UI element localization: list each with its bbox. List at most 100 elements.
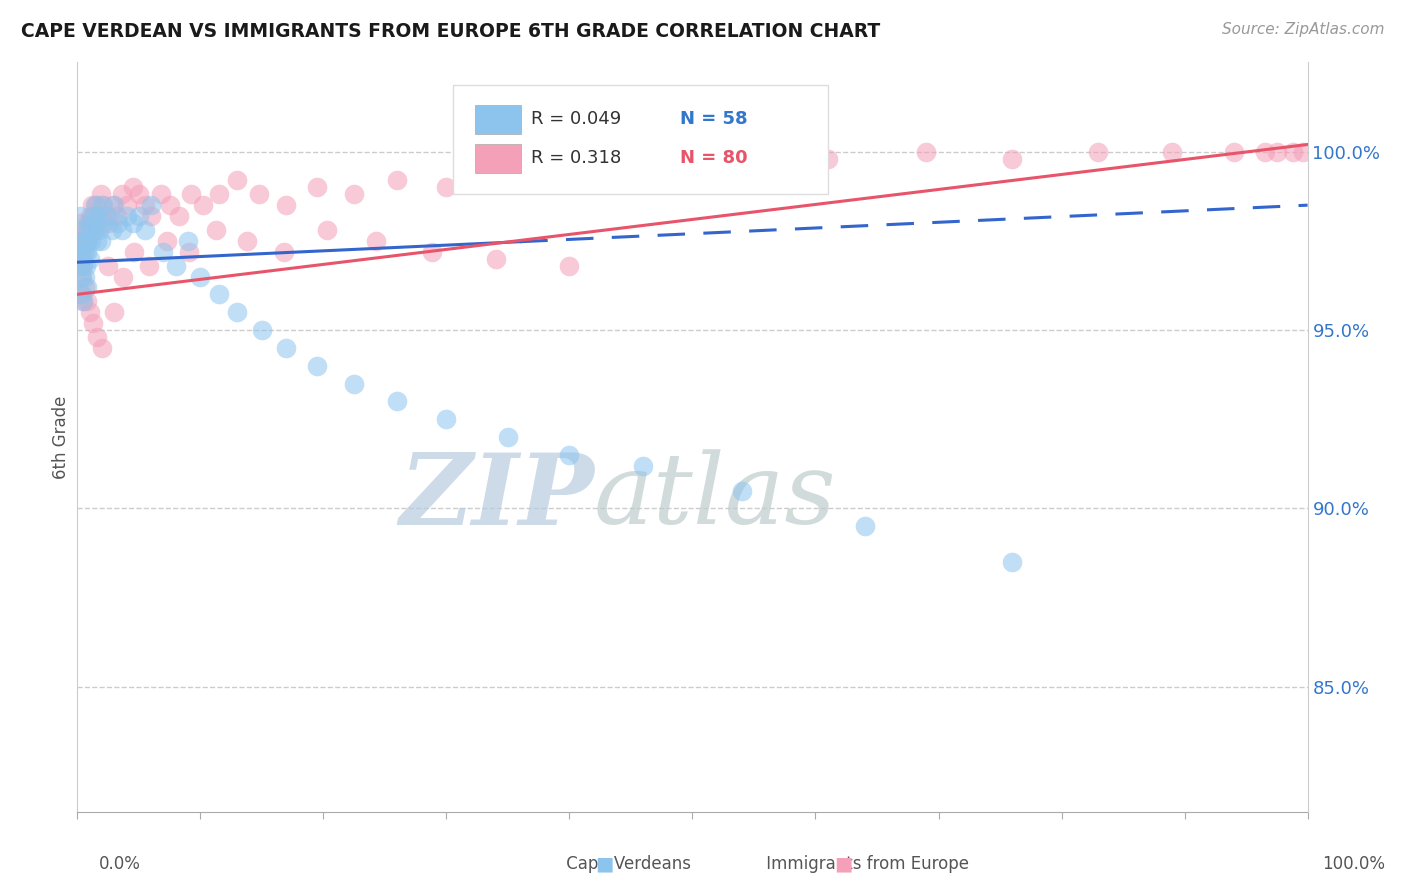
Point [69, 244, 91, 259]
Text: ZIP: ZIP [399, 449, 595, 545]
Point [87, 209, 110, 223]
Point [343, 187, 366, 202]
Point [1001, 555, 1024, 569]
Point [141, 198, 163, 212]
Text: 0.0%: 0.0% [98, 855, 141, 872]
Point [69, 259, 91, 273]
Point [1161, 145, 1184, 159]
Point [111, 269, 134, 284]
Text: CAPE VERDEAN VS IMMIGRANTS FROM EUROPE 6TH GRADE CORRELATION CHART: CAPE VERDEAN VS IMMIGRANTS FROM EUROPE 6… [21, 22, 880, 41]
Point [496, 430, 519, 444]
Point [128, 187, 150, 202]
Point [77, 216, 100, 230]
Point [436, 180, 458, 194]
Point [79, 252, 101, 266]
Point [82, 198, 104, 212]
Point [77, 234, 100, 248]
Point [84, 198, 107, 212]
Point [1253, 145, 1275, 159]
Text: R = 0.318: R = 0.318 [531, 149, 621, 168]
Point [169, 209, 191, 223]
Point [853, 519, 876, 533]
Point [101, 198, 124, 212]
Point [76, 234, 98, 248]
Point [208, 287, 231, 301]
Point [97, 209, 120, 223]
Point [90, 187, 112, 202]
Text: N = 80: N = 80 [681, 149, 748, 168]
Point [70, 259, 93, 273]
Point [134, 223, 156, 237]
Point [276, 198, 298, 212]
Point [83, 223, 105, 237]
Point [115, 198, 138, 212]
FancyBboxPatch shape [475, 105, 522, 134]
Point [75, 234, 97, 248]
Point [316, 223, 339, 237]
Point [70, 269, 93, 284]
Point [70, 269, 93, 284]
Point [70, 244, 93, 259]
Text: ■: ■ [595, 855, 614, 873]
Point [731, 483, 754, 498]
Point [82, 209, 104, 223]
Point [89, 223, 111, 237]
Text: R = 0.049: R = 0.049 [531, 111, 621, 128]
Text: N = 58: N = 58 [681, 111, 748, 128]
Point [343, 376, 366, 391]
Point [90, 198, 114, 212]
Point [73, 234, 96, 248]
Text: atlas: atlas [595, 450, 837, 545]
Point [101, 223, 124, 237]
Point [273, 244, 295, 259]
Point [121, 216, 143, 230]
Point [94, 209, 117, 223]
Point [76, 280, 98, 294]
Point [70, 234, 93, 248]
Y-axis label: 6th Grade: 6th Grade [52, 395, 70, 479]
Text: ■: ■ [834, 855, 853, 873]
Point [485, 252, 508, 266]
Point [111, 187, 132, 202]
Point [69, 216, 91, 230]
Text: Source: ZipAtlas.com: Source: ZipAtlas.com [1222, 22, 1385, 37]
Point [156, 234, 179, 248]
Point [86, 330, 108, 344]
Point [250, 323, 273, 337]
Text: Immigrants from Europe: Immigrants from Europe [718, 855, 969, 872]
Point [226, 305, 249, 319]
Point [76, 244, 98, 259]
Point [718, 152, 741, 166]
Point [128, 209, 150, 223]
Point [134, 198, 156, 212]
Point [366, 234, 388, 248]
Point [72, 294, 94, 309]
Point [165, 259, 187, 273]
Point [82, 316, 104, 330]
Point [179, 244, 201, 259]
Point [558, 259, 581, 273]
Point [67, 234, 90, 248]
Point [180, 187, 202, 202]
Point [70, 287, 93, 301]
Point [90, 234, 112, 248]
Point [491, 162, 513, 177]
Point [72, 244, 94, 259]
Point [80, 223, 103, 237]
Point [83, 198, 105, 212]
Point [150, 187, 173, 202]
Point [97, 259, 120, 273]
Point [1087, 145, 1109, 159]
Point [236, 234, 259, 248]
Point [73, 280, 96, 294]
Point [73, 244, 96, 259]
Point [90, 341, 114, 355]
Point [558, 173, 581, 187]
Point [817, 152, 839, 166]
Point [82, 223, 104, 237]
Point [226, 173, 249, 187]
Point [1292, 145, 1315, 159]
Point [159, 198, 181, 212]
Point [121, 180, 143, 194]
Point [307, 180, 329, 194]
